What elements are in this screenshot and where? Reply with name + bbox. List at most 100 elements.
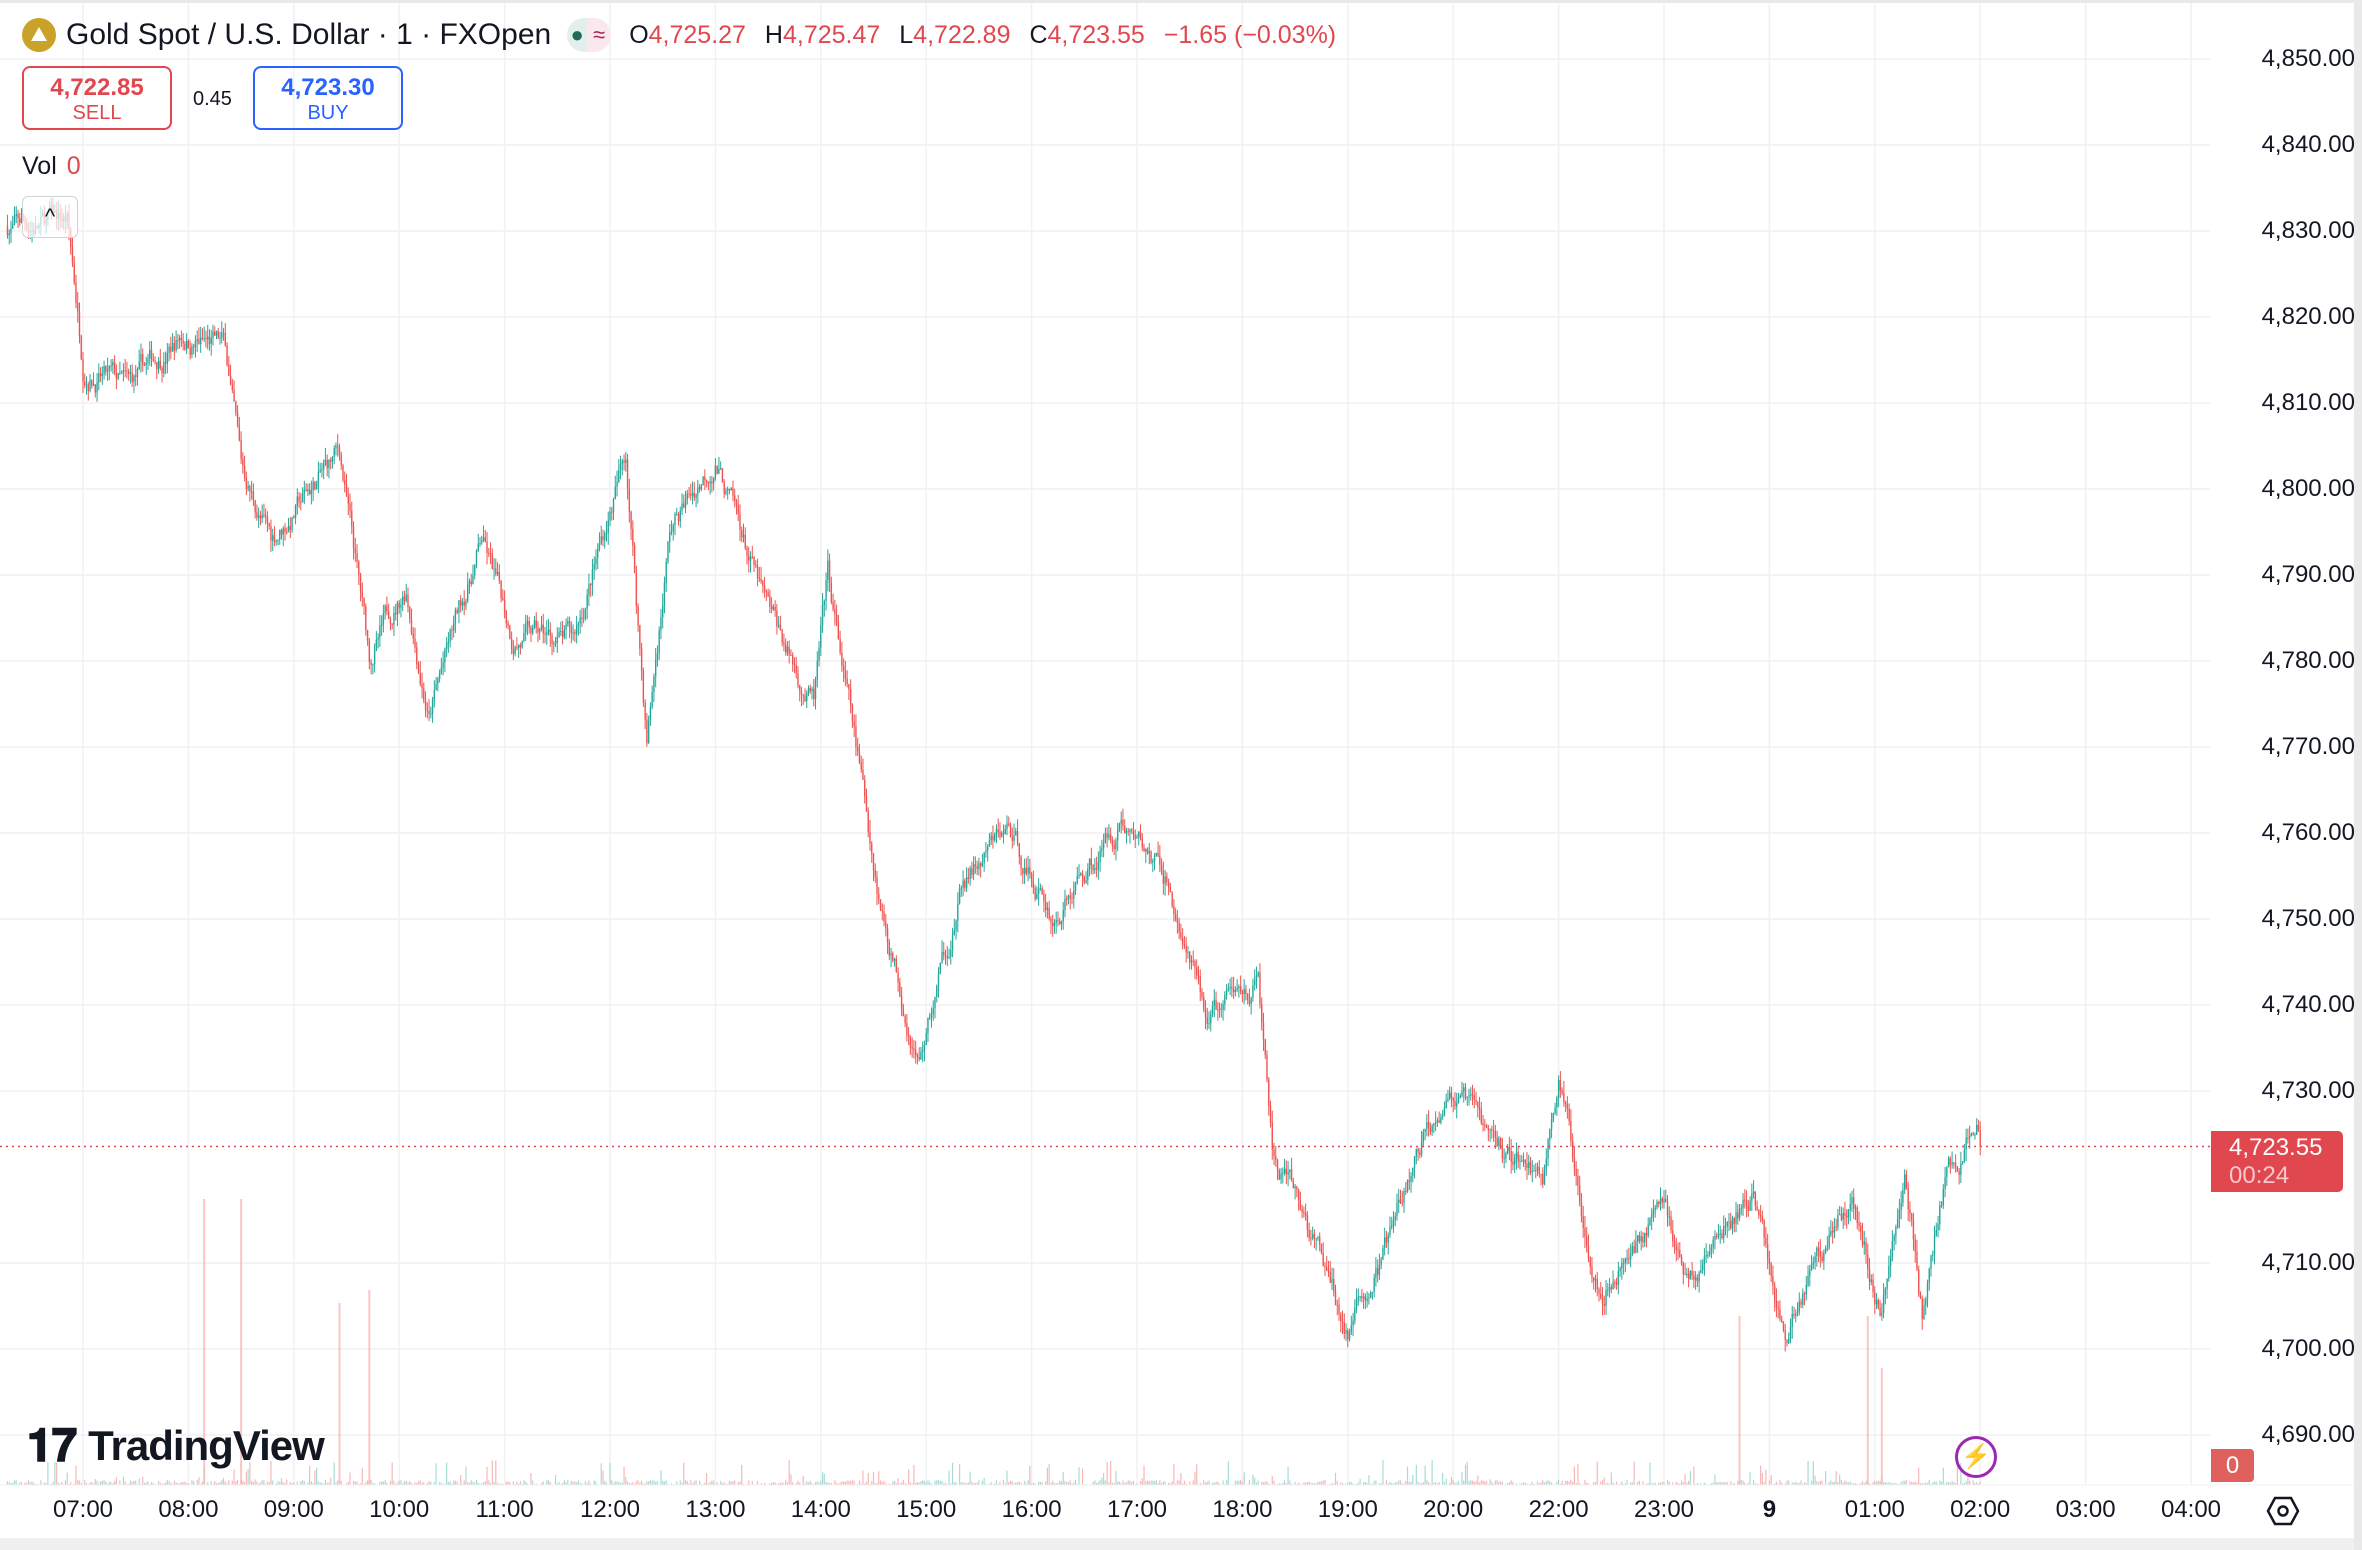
volume-bar — [1526, 1483, 1528, 1485]
candle-body — [1248, 999, 1251, 1004]
candle-body — [793, 664, 796, 666]
lightning-icon[interactable]: ⚡ — [1955, 1436, 1997, 1478]
volume-bar — [769, 1483, 771, 1485]
volume-bar — [612, 1483, 615, 1485]
candle-body — [1322, 1252, 1324, 1266]
volume-bar — [1422, 1482, 1424, 1485]
gold-bars-icon — [22, 18, 56, 52]
candle-body — [890, 953, 892, 956]
candle-body — [1923, 1305, 1925, 1320]
candle-body — [1373, 1277, 1375, 1292]
volume-bar — [1796, 1483, 1799, 1485]
candle-body — [328, 459, 330, 469]
buy-button[interactable]: 4,723.30 BUY — [253, 66, 403, 130]
volume-bar — [577, 1480, 579, 1485]
candle-body — [152, 359, 154, 361]
volume-bar — [330, 1477, 332, 1485]
volume-bar — [470, 1480, 472, 1485]
candle-body — [352, 526, 355, 549]
volume-bar — [1391, 1482, 1393, 1485]
candle-body — [1375, 1268, 1377, 1278]
tradingview-logo[interactable]: 𝟏𝟕 TradingView — [27, 1418, 325, 1474]
candle-body — [1320, 1244, 1323, 1253]
sell-button[interactable]: 4,722.85 SELL — [22, 66, 172, 130]
volume-bar — [1872, 1482, 1874, 1485]
volume-bar — [1851, 1483, 1853, 1485]
volume-bar — [1078, 1467, 1080, 1485]
volume-bar — [20, 1482, 23, 1485]
candle-body — [345, 484, 348, 496]
candle-body — [124, 370, 126, 372]
candle-body — [1577, 1176, 1579, 1186]
candle-body — [711, 481, 713, 484]
candle-body — [1786, 1339, 1788, 1344]
volume-bar — [1131, 1481, 1133, 1485]
candle-body — [790, 654, 792, 656]
volume-bar — [1912, 1482, 1915, 1485]
candle-body — [714, 466, 717, 479]
volume-bar — [1204, 1482, 1207, 1485]
volume-bar — [1389, 1481, 1391, 1485]
candle-body — [1340, 1314, 1342, 1322]
candle-body — [1463, 1087, 1465, 1092]
candle-body — [994, 833, 996, 841]
candle-body — [256, 512, 258, 518]
candle-body — [839, 638, 841, 653]
volume-bar — [828, 1482, 831, 1485]
volume-bar — [370, 1480, 372, 1485]
status-pill[interactable]: ● ≈ — [567, 18, 612, 52]
candle-body — [1591, 1266, 1593, 1278]
volume-bar — [214, 1481, 216, 1485]
volume-bar — [930, 1483, 933, 1485]
candle-body — [75, 282, 77, 304]
candle-body — [916, 1055, 919, 1058]
volume-bar — [1568, 1481, 1570, 1485]
volume-bar — [440, 1482, 442, 1485]
volume-bar — [1025, 1483, 1027, 1485]
candle-body — [19, 217, 21, 223]
volume-bar — [1208, 1480, 1210, 1485]
candle-body — [1027, 867, 1029, 874]
candle-body — [1383, 1237, 1386, 1248]
volume-bar — [337, 1480, 339, 1485]
volume-bar — [843, 1481, 845, 1485]
candle-body — [1470, 1094, 1472, 1096]
price-tick-label: 4,820.00 — [2261, 303, 2355, 330]
candle-body — [1910, 1213, 1913, 1220]
candle-body — [783, 642, 785, 645]
candle-body — [1972, 1133, 1974, 1136]
candle-body — [1844, 1213, 1846, 1216]
volume-bar — [143, 1482, 146, 1485]
volume-bar — [1624, 1483, 1626, 1485]
candle-body — [848, 683, 850, 690]
candle-body — [1090, 858, 1093, 866]
candle-body — [1392, 1219, 1395, 1226]
candle-body — [1594, 1278, 1597, 1281]
candle-body — [1357, 1296, 1360, 1298]
candle-body — [135, 375, 137, 377]
volume-bar — [1619, 1483, 1621, 1485]
collapse-legend-button[interactable]: ^ — [22, 196, 78, 238]
symbol-title[interactable]: Gold Spot / U.S. Dollar · 1 · FXOpen — [66, 18, 552, 51]
settings-icon[interactable] — [2266, 1494, 2300, 1528]
volume-bar — [282, 1482, 284, 1485]
volume-bar — [242, 1480, 244, 1485]
candle-body — [1824, 1248, 1827, 1253]
candle-body — [1280, 1173, 1282, 1180]
last-price-label: 4,723.55 00:24 — [2211, 1131, 2343, 1192]
candle-body — [467, 584, 469, 601]
candle-body — [354, 548, 356, 553]
price-tick-label: 4,730.00 — [2261, 1077, 2355, 1104]
volume-bar — [1045, 1481, 1047, 1485]
volume-bar — [1298, 1482, 1300, 1485]
candle-body — [1905, 1174, 1908, 1188]
candle-body — [207, 336, 209, 340]
volume-bar — [1763, 1481, 1765, 1485]
volume-bar — [1380, 1483, 1382, 1485]
candle-body — [177, 340, 179, 342]
volume-bar — [193, 1481, 195, 1485]
candle-body — [199, 337, 202, 345]
candle-body — [762, 581, 764, 586]
candle-body — [287, 525, 290, 533]
